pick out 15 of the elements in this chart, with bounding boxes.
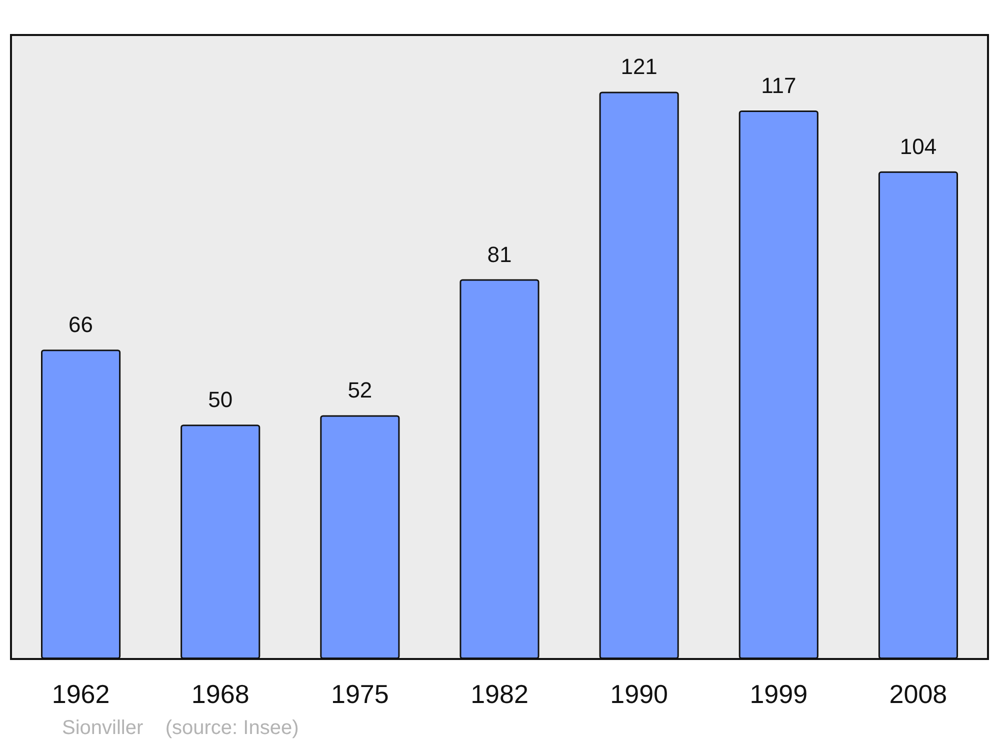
x-tick-label: 1975: [331, 679, 389, 709]
data-label: 50: [208, 387, 233, 412]
x-tick-label: 2008: [889, 679, 948, 709]
x-tick-label: 1990: [610, 679, 668, 709]
x-tick-label: 1999: [750, 679, 808, 709]
x-tick-label: 1982: [470, 679, 528, 709]
text: Sionviller (source: Insee): [62, 717, 299, 739]
data-label: 104: [900, 134, 937, 159]
data-label: 117: [761, 72, 796, 98]
data-label: 81: [487, 242, 512, 267]
x-tick-label: 1962: [52, 679, 110, 709]
data-label: 52: [348, 378, 372, 403]
data-label: 121: [620, 54, 658, 80]
x-tick-label: 1968: [191, 679, 250, 709]
data-label: 66: [68, 312, 94, 338]
